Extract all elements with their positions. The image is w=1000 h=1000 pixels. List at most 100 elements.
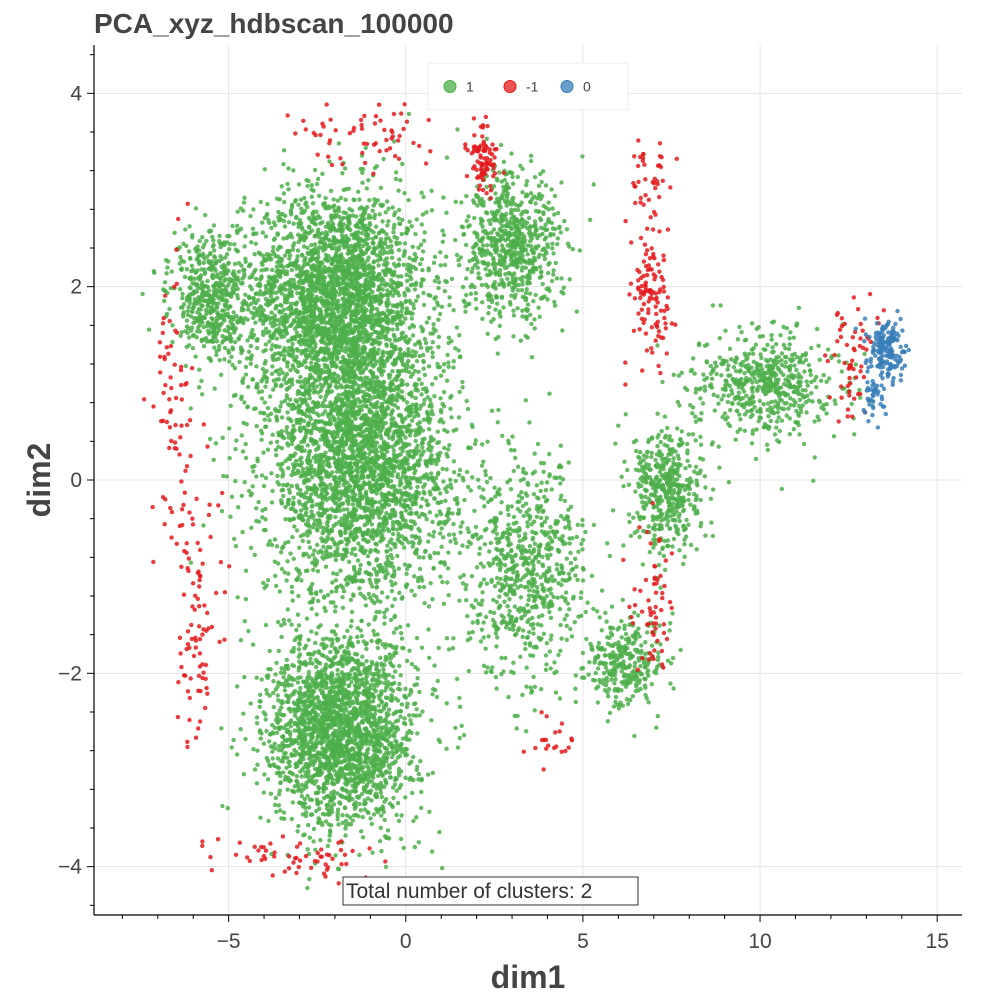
point [380,202,386,208]
point [438,396,443,401]
point [256,390,261,395]
point [362,216,367,222]
point [346,402,352,407]
point [292,241,297,246]
point [265,202,270,207]
point [274,414,279,419]
point [343,274,348,279]
point [264,267,270,272]
point [286,571,291,576]
point [363,491,369,496]
point [242,195,247,200]
point [405,623,411,628]
point [406,369,412,375]
point [286,249,291,254]
point [441,535,446,540]
point [321,544,326,549]
point [406,540,411,545]
point [336,244,342,250]
point [279,400,284,405]
point [334,364,339,369]
point [334,355,340,360]
point [323,409,328,414]
point [343,197,348,202]
point [351,433,356,438]
point [435,551,441,556]
point [426,315,432,321]
point [423,340,429,346]
point [246,384,251,390]
point [260,220,265,225]
point [426,539,431,544]
point [454,325,460,330]
point [438,531,443,536]
point [433,295,438,300]
point [368,309,373,314]
point [387,267,393,273]
point [372,197,377,202]
point [336,309,341,314]
point [254,423,259,429]
point [445,454,450,459]
point [316,307,322,312]
point [323,256,329,261]
point [414,280,419,285]
point [406,423,411,428]
point [371,260,376,265]
point [311,521,317,527]
point [293,309,298,314]
point [291,495,296,500]
point [472,508,477,513]
point [437,311,443,317]
point [378,277,383,283]
point [263,326,269,331]
point [297,323,302,329]
point [353,306,359,311]
point [436,344,441,350]
point [438,574,443,579]
point [325,221,331,226]
point [350,547,355,552]
point [291,423,296,429]
point [403,334,409,339]
point [294,315,300,320]
point [219,509,225,514]
point [359,231,365,236]
point [352,243,358,248]
point [284,578,289,583]
point [336,206,341,211]
point [343,211,349,216]
point [380,425,385,430]
point [437,365,443,370]
point [296,593,301,599]
point [333,384,338,389]
point [236,505,241,510]
point [259,437,264,442]
point [392,269,397,274]
point [308,485,313,491]
point [277,372,282,377]
point [285,360,290,366]
point [402,545,407,550]
point [311,455,316,460]
point [279,415,285,420]
point [352,197,357,203]
point [442,262,448,268]
point [286,288,292,293]
point [418,538,423,544]
point [290,341,295,347]
point [315,176,321,182]
point [353,552,358,558]
point [430,354,435,360]
point [288,518,293,523]
point [297,217,303,223]
point [261,580,266,586]
point [285,441,290,446]
point [338,568,343,573]
point [425,502,430,508]
point [416,526,421,532]
point [453,346,458,351]
point [232,261,238,267]
point [298,197,304,202]
point [409,418,415,423]
